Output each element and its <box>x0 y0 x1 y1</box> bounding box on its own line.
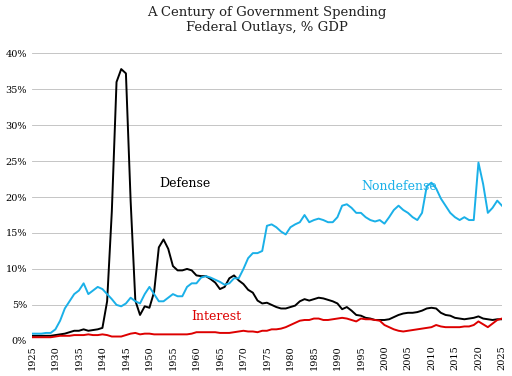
Title: A Century of Government Spending
Federal Outlays, % GDP: A Century of Government Spending Federal… <box>147 6 387 33</box>
Text: Interest: Interest <box>191 310 242 323</box>
Text: Nondefense: Nondefense <box>361 180 437 194</box>
Text: Defense: Defense <box>159 177 210 190</box>
